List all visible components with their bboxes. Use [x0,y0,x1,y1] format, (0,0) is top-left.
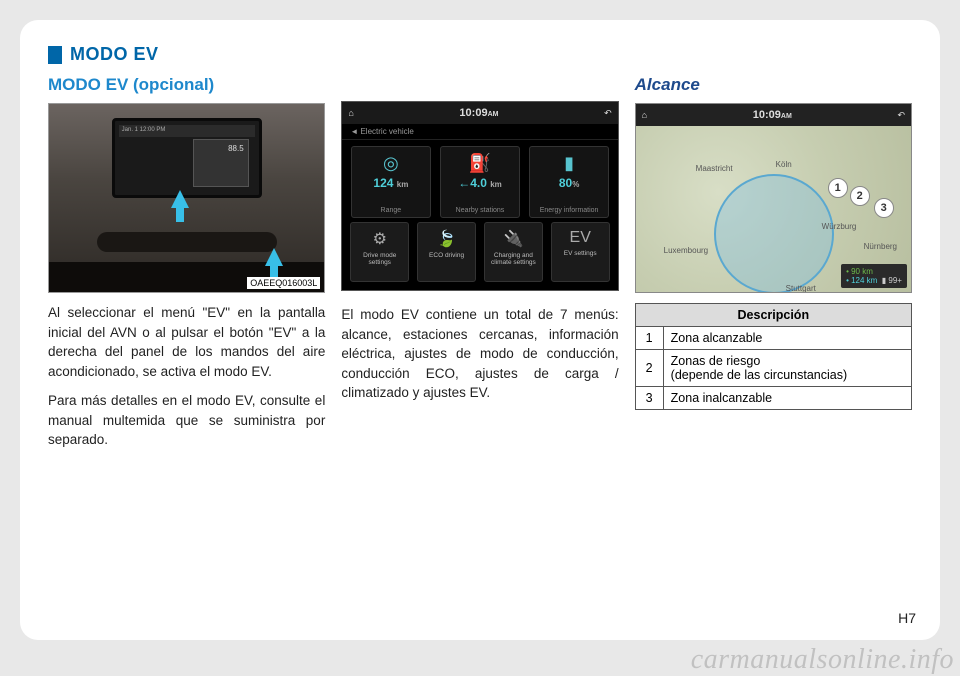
table-row: 3 Zona inalcanzable [635,387,911,410]
ev-btn-eco: 🍃ECO driving [417,222,476,282]
dash-fm-tile: 88.5 [193,139,249,187]
battery-icon: ▮ [530,153,608,174]
image-code: OAEEQ016003L [247,277,320,289]
marker-3: 3 [874,198,894,218]
ev-cards-row: ◎ 124 km Range ⛽ ←4.0 km Nearby stations… [342,140,617,218]
section-mark [48,46,62,64]
ev-btn-charge: 🔌Charging and climate settings [484,222,543,282]
col1-para-2: Para más detalles en el modo EV, consult… [48,391,325,450]
home-icon: ⌂ [642,110,647,120]
table-header: Descripción [635,304,911,327]
dash-topbar: Jan. 1 12:00 PM [119,125,255,137]
col1-subtitle: MODO EV (opcional) [48,75,325,95]
ev-card-range: ◎ 124 km Range [351,146,431,218]
col1-para-1: Al seleccionar el menú "EV" en la pantal… [48,303,325,381]
fuel-icon: ⛽ [441,153,519,174]
section-bar: MODO EV [48,44,912,65]
ev-buttons-row: ⚙Drive mode settings 🍃ECO driving 🔌Charg… [342,218,617,282]
page-number: H7 [898,610,916,626]
city-label: Luxembourg [664,246,708,255]
col-2: ⌂ 10:09AM ↶ ◄ Electric vehicle ◎ 124 km … [341,75,618,460]
back-icon: ↶ [897,110,905,121]
city-label: Würzburg [822,222,857,231]
back-icon: ↶ [604,108,612,119]
ev-menu-screenshot: ⌂ 10:09AM ↶ ◄ Electric vehicle ◎ 124 km … [341,101,618,291]
map-terrain: Köln Luxembourg Stuttgart Nürnberg Würzb… [636,126,911,292]
city-label: Stuttgart [786,284,816,293]
ev-btn-evset: EVEV settings [551,222,610,282]
map-range-badge: • 90 km • 124 km ▮ 99+ [841,264,907,288]
range-circle [714,174,834,293]
section-title: MODO EV [70,44,159,65]
columns: MODO EV (opcional) Jan. 1 12:00 PM 88.5 … [48,75,912,460]
dash-screen: Jan. 1 12:00 PM 88.5 [112,118,262,198]
map-time: 10:09AM [753,109,792,121]
marker-2: 2 [850,186,870,206]
ev-btn-drivemode: ⚙Drive mode settings [350,222,409,282]
col2-para-1: El modo EV contiene un total de 7 menús:… [341,305,618,403]
ev-card-stations: ⛽ ←4.0 km Nearby stations [440,146,520,218]
col-1: MODO EV (opcional) Jan. 1 12:00 PM 88.5 … [48,75,325,460]
ev-breadcrumb: ◄ Electric vehicle [342,124,617,140]
ev-topbar: ⌂ 10:09AM ↶ [342,102,617,124]
watermark: carmanualsonline.info [691,644,954,676]
city-label: Nürnberg [864,242,897,251]
pointer-arrow-1 [171,190,189,208]
marker-1: 1 [828,178,848,198]
pointer-arrow-2 [265,248,283,266]
manual-page: MODO EV MODO EV (opcional) Jan. 1 12:00 … [20,20,940,640]
col3-subtitle: Alcance [635,75,912,95]
range-map-screenshot: ⌂ 10:09AM ↶ ⓘ Range Köln Luxembourg Stut… [635,103,912,293]
col-3: Alcance ⌂ 10:09AM ↶ ⓘ Range Köln Luxembo… [635,75,912,460]
city-label: Köln [776,160,792,169]
table-row: 1 Zona alcanzable [635,327,911,350]
city-label: Maastricht [696,164,733,173]
home-icon: ⌂ [348,108,353,118]
ev-card-energy: ▮ 80% Energy information [529,146,609,218]
ev-time: 10:09AM [459,107,498,119]
table-row: 2 Zonas de riesgo (depende de las circun… [635,350,911,387]
dash-controls-strip [97,232,277,252]
dashboard-photo: Jan. 1 12:00 PM 88.5 OAEEQ016003L [48,103,325,293]
gauge-icon: ◎ [352,153,430,174]
description-table: Descripción 1 Zona alcanzable 2 Zonas de… [635,303,912,410]
map-topbar: ⌂ 10:09AM ↶ [636,104,911,126]
